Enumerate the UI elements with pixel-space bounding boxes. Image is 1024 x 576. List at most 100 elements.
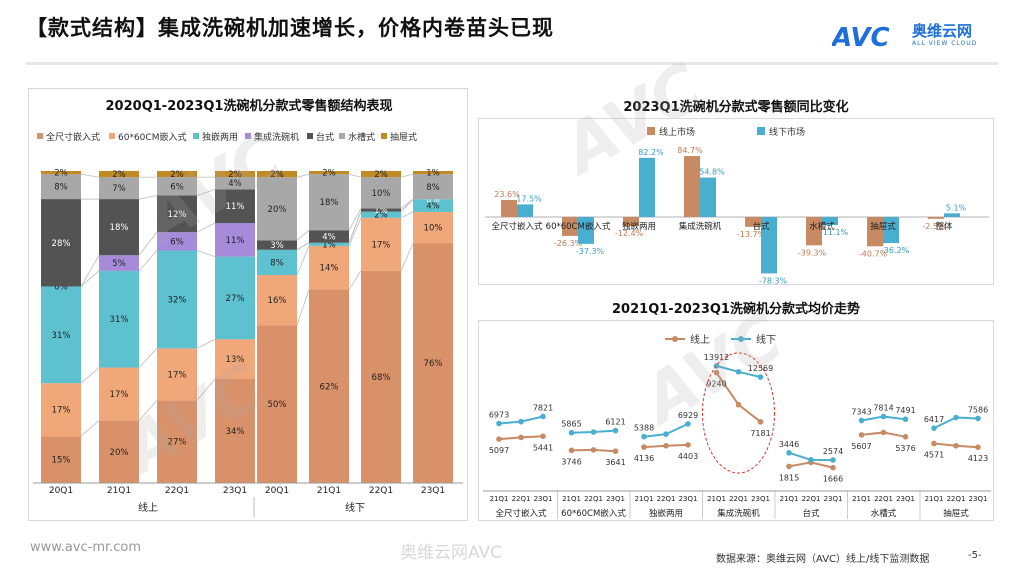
yoy-value-label: -40.7% [859,249,888,258]
yoy-bar [684,156,700,217]
price-value-label: 1666 [823,475,843,484]
price-value-label: 6929 [678,411,698,420]
page-number: -5- [968,550,982,561]
price-point [568,447,575,454]
price-value-label: 4571 [924,450,944,459]
segment-value-label: 13% [226,355,245,365]
stack-segment [257,177,297,241]
x-tick-label: 23Q1 [679,495,698,503]
yoy-value-label: 17.5% [516,194,542,203]
x-tick-label: 23Q1 [896,495,915,503]
stack-segment [157,250,197,349]
segment-value-label: 1% [374,206,388,216]
stack-segment [99,177,139,200]
x-tick-label: 22Q1 [657,495,676,503]
category-label: 23Q1 [421,486,445,496]
stack-segment [361,208,401,212]
stack-segment [215,379,255,483]
series-connector-line [138,400,158,421]
stack-segment [41,286,81,384]
series-connector-line [296,289,310,326]
yoy-value-label: -39.3% [798,248,827,257]
price-point [931,440,937,447]
stack-segment [309,289,349,483]
segment-value-label: 2% [374,211,388,221]
segment-value-label: 6% [170,237,184,247]
segment-value-label: 4% [228,179,242,189]
price-point [685,442,691,448]
price-value-label: 4123 [968,454,988,463]
price-point [496,420,502,427]
avc-logo: AVC 奥维云网 ALL VIEW CLOUD [832,20,1002,58]
category-label: 60*60CM嵌入式 [546,221,611,232]
stack-segment [309,171,349,175]
logo-name-cn: 奥维云网 [912,22,973,40]
price-point [496,436,502,442]
x-tick-label: 21Q1 [780,495,799,503]
category-label: 23Q1 [223,486,247,496]
series-connector-line [196,378,216,401]
legend-swatch [339,133,345,139]
segment-value-label: 2% [112,170,126,180]
legend-label: 独嵌两用 [202,131,238,143]
stack-segment [413,174,453,200]
price-value-label: 13912 [704,353,729,362]
price-point [902,416,909,423]
category-label: 抽屉式 [870,221,896,232]
stack-segment [157,400,197,483]
segment-value-label: 17% [110,390,129,400]
stack-segment [215,171,255,178]
stack-segment [215,177,255,190]
category-label: 20Q1 [265,486,289,496]
yoy-bar [517,204,533,217]
price-value-label: 6973 [489,411,509,420]
group-label: 台式 [802,508,820,519]
stack-segment [99,199,139,256]
category-label: 整体 [935,221,953,232]
legend-swatch [307,133,313,139]
segment-value-label: 8% [270,258,284,268]
price-value-label: 5865 [561,420,581,429]
yoy-bar [578,217,594,244]
price-point [713,369,720,376]
price-point [880,413,887,420]
price-value-label: 3746 [561,457,581,466]
yoy-value-label: -13.7% [737,230,766,239]
category-label: 集成洗碗机 [679,221,722,232]
price-value-label: 5388 [634,424,654,433]
x-tick-label: 23Q1 [534,495,553,503]
stack-segment [361,211,401,218]
series-connector-line [348,211,362,243]
segment-value-label: 28% [52,239,71,249]
x-tick-label: 23Q1 [969,495,988,503]
stack-segment [157,348,197,401]
segment-value-label: 31% [110,315,129,325]
legend-swatch [109,133,115,139]
series-connector-line [138,195,158,200]
price-point [757,374,764,380]
segment-value-label: 62% [320,382,339,392]
yoy-value-label: -36.2% [881,246,910,255]
stack-segment [309,230,349,243]
stack-segment [257,325,297,483]
legend-swatch [245,133,251,139]
price-point [786,450,792,456]
category-label: 22Q1 [165,486,189,496]
price-value-label: 5441 [533,443,553,452]
series-connector-line [400,173,414,178]
yoy-value-label: 5.1% [946,203,967,212]
segment-value-label: 50% [268,400,287,410]
series-connector-line [400,211,414,219]
legend-marker [672,336,678,342]
yoy-bar [944,213,960,217]
yoy-bar [700,177,716,217]
yoy-value-label: 23.6% [494,190,520,199]
legend-label: 集成洗碗机 [254,131,299,143]
series-connector-line [348,208,362,231]
legend-label: 抽屉式 [390,131,417,143]
structure-chart-panel: 2020Q1-2023Q1洗碗机分款式零售额结构表现 全尺寸嵌入式 60*60CM… [28,88,468,521]
price-point [612,448,619,455]
stack-segment [99,367,139,421]
stack-segment [309,242,349,246]
series-connector-line [400,199,414,212]
